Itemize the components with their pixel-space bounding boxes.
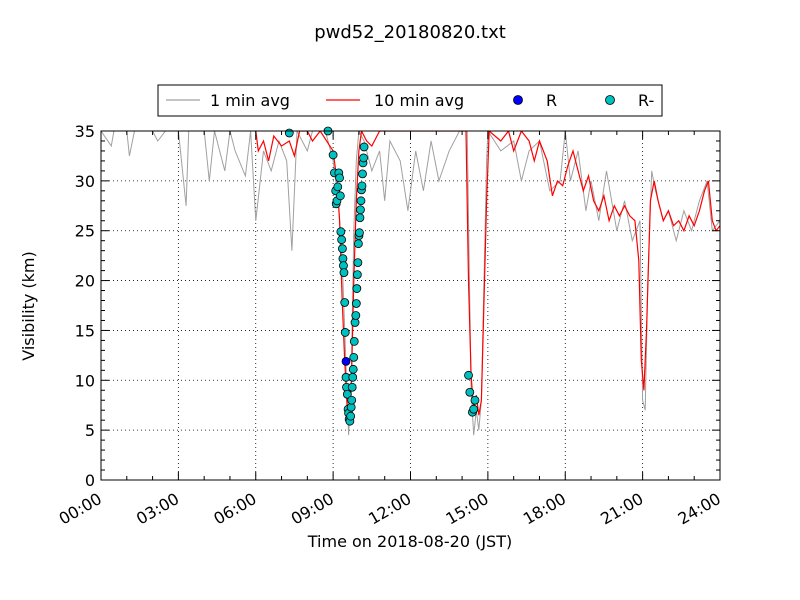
r-minus-marker [355,213,365,223]
r-minus-marker [357,181,367,191]
legend-box [157,84,663,117]
r-minus-marker [464,370,473,380]
r-minus-marker [356,205,365,215]
r-minus-marker [349,336,359,346]
r-minus-marker [347,382,357,392]
r-minus-marker [346,411,356,421]
r-minus-marker [469,404,479,414]
r-minus-marker [335,173,344,183]
r-minus-marker [352,284,362,293]
y-tick-label: 30 [75,172,95,191]
y-tick-label: 20 [75,272,95,291]
r-minus-marker [328,150,338,160]
r-minus-marker [338,244,347,254]
legend-label: 10 min avg [374,91,464,110]
x-tick-label: 15:00 [442,489,491,529]
legend-label: R- [638,91,654,110]
r-minus-marker [342,389,352,399]
x-tick-label: 12:00 [365,489,414,529]
chart-title: pwd52_20180820.txt [314,22,506,43]
r-minus-marker [336,227,346,237]
axis-ticks: 00:00 03:00 06:00 09:00 12:00 15:00 18:00 21:00… [56,122,724,529]
r-minus-marker [351,299,361,308]
x-tick-label: 18:00 [520,489,569,529]
r-minus-marker [284,128,294,138]
r-minus-marker [348,372,358,382]
r-minus-marker [337,235,347,245]
r-minus-marker [359,142,369,152]
x-tick-label: 06:00 [210,489,259,529]
r-minus-marker [354,239,363,249]
r-minus-marker [333,182,343,192]
1-min-avg-line [101,131,720,436]
10-min-avg-line [255,131,720,421]
r-minus-marker [358,169,367,179]
y-tick-label: 5 [85,421,95,440]
y-axis-label: Visibility (km) [19,251,38,360]
r-minus-marker [347,395,357,405]
y-tick-label: 35 [75,122,95,141]
r-minus-marker [355,228,364,238]
x-tick-label: 21:00 [597,489,646,529]
legend-swatch [605,95,615,105]
x-axis-label: Time on 2018-08-20 (JST) [307,532,512,551]
y-tick-label: 10 [75,371,95,390]
legend-label: 1 min avg [210,91,290,110]
r-minus-marker [351,311,361,320]
r-minus-marker [465,387,475,397]
r-minus-marker [348,364,358,374]
r-minus-marker [335,191,345,201]
r-minus-marker [470,395,480,405]
r-minus-marker [359,153,368,163]
x-tick-label: 09:00 [288,489,337,529]
x-tick-label: 00:00 [56,489,105,529]
r-minus-marker [352,270,362,279]
r-minus-marker [340,328,350,337]
y-tick-label: 25 [75,222,95,241]
r-minus-marker [339,268,349,277]
grid [101,131,720,480]
legend: 1 min avg 10 min avg R R- [157,84,663,117]
r-minus-marker [340,298,350,307]
x-tick-label: 03:00 [133,489,182,529]
r-minus-marker [356,196,366,206]
r-minus-marker [353,258,363,268]
r-marker [341,356,351,366]
legend-swatch [513,95,523,105]
x-tick-label: 24:00 [675,489,724,529]
y-tick-label: 15 [75,321,95,340]
legend-label: R [546,91,557,110]
y-tick-label: 0 [85,471,95,490]
r-minus-marker [349,352,359,362]
